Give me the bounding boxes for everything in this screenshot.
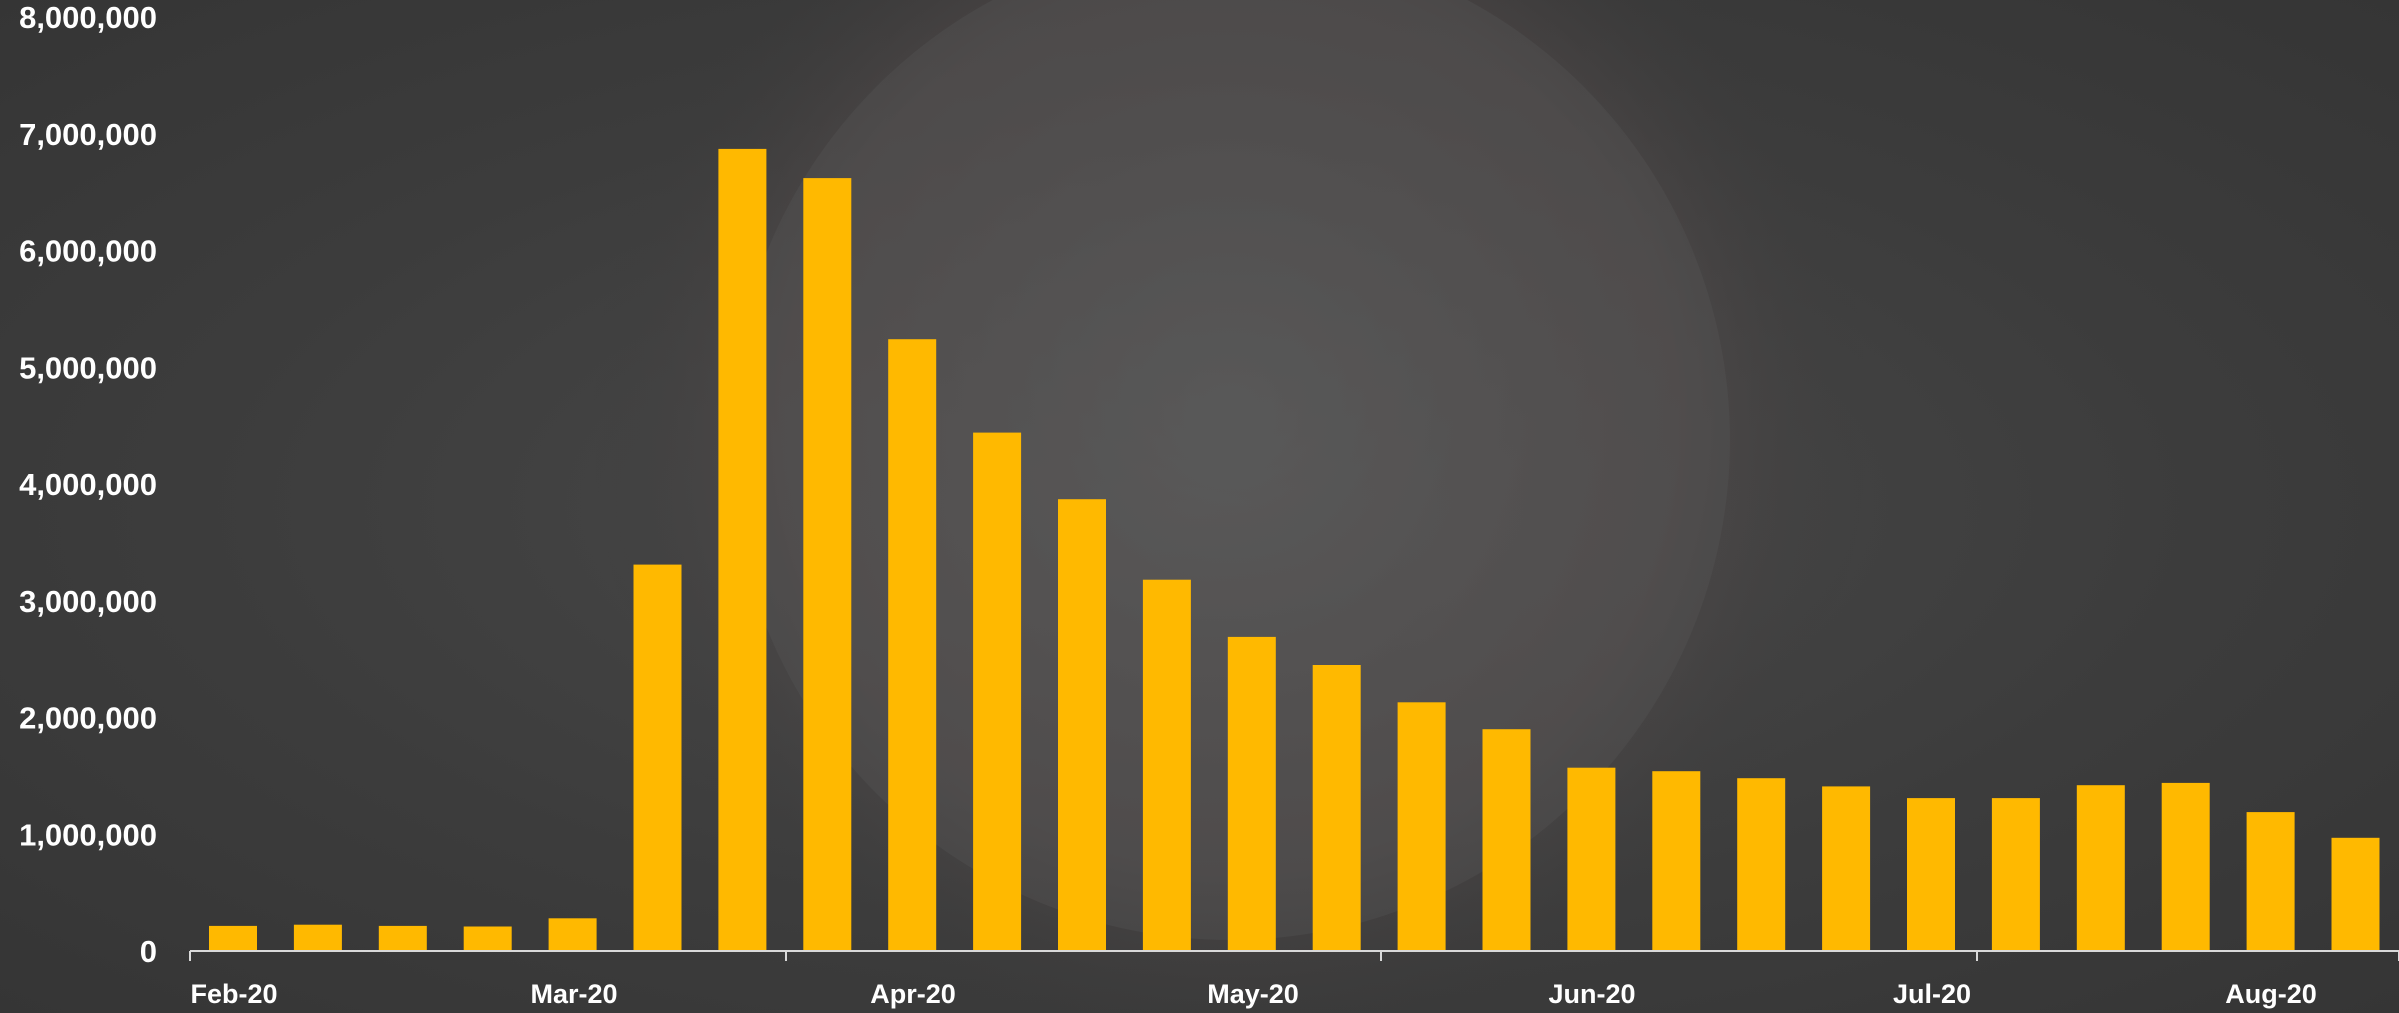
bar-7 — [803, 178, 852, 952]
y-tick-label-6: 6,000,000 — [19, 234, 157, 269]
bar-13 — [1312, 665, 1361, 951]
bar-18 — [1737, 778, 1786, 951]
y-tick-label-8: 8,000,000 — [19, 0, 157, 35]
bar-14 — [1397, 702, 1446, 951]
bar-16 — [1567, 767, 1616, 951]
bar-11 — [1142, 579, 1191, 951]
bar-2 — [378, 925, 427, 951]
bar-0 — [209, 925, 257, 951]
x-tick-label-6: Aug-20 — [2225, 979, 2317, 1009]
bars-layer — [209, 148, 2380, 952]
bar-23 — [2161, 782, 2210, 951]
y-tick-label-1: 1,000,000 — [19, 817, 157, 852]
bar-25 — [2331, 837, 2380, 951]
bar-24 — [2246, 812, 2295, 951]
y-tick-label-4: 4,000,000 — [19, 467, 157, 502]
bar-5 — [633, 564, 682, 951]
x-tick-label-5: Jul-20 — [1893, 979, 1971, 1009]
bar-10 — [1058, 499, 1106, 951]
bar-19 — [1822, 786, 1871, 951]
y-tick-label-5: 5,000,000 — [19, 350, 157, 385]
bar-15 — [1482, 729, 1531, 951]
bar-20 — [1907, 798, 1955, 951]
x-tick-label-4: Jun-20 — [1548, 979, 1635, 1009]
axes-layer — [189, 950, 2399, 961]
labels-layer: 0 1,000,000 2,000,000 3,000,000 4,000,000 5,0… — [19, 0, 2317, 1009]
bar-21 — [1991, 798, 2040, 951]
bar-8 — [888, 339, 937, 951]
x-tick-label-2: Apr-20 — [870, 979, 956, 1009]
y-tick-label-7: 7,000,000 — [19, 117, 157, 152]
bar-1 — [293, 924, 342, 951]
x-tick-label-1: Mar-20 — [530, 979, 617, 1009]
bar-17 — [1652, 771, 1701, 951]
bar-9 — [973, 432, 1022, 952]
y-tick-label-0: 0 — [140, 934, 157, 969]
bar-3 — [463, 926, 512, 951]
y-tick-label-2: 2,000,000 — [19, 701, 157, 736]
x-tick-label-3: May-20 — [1207, 979, 1299, 1009]
bar-22 — [2076, 785, 2125, 951]
x-tick-label-0: Feb-20 — [190, 979, 277, 1009]
bar-6 — [718, 148, 767, 951]
bar-4 — [548, 918, 597, 951]
bar-12 — [1227, 636, 1276, 951]
y-tick-label-3: 3,000,000 — [19, 584, 157, 619]
